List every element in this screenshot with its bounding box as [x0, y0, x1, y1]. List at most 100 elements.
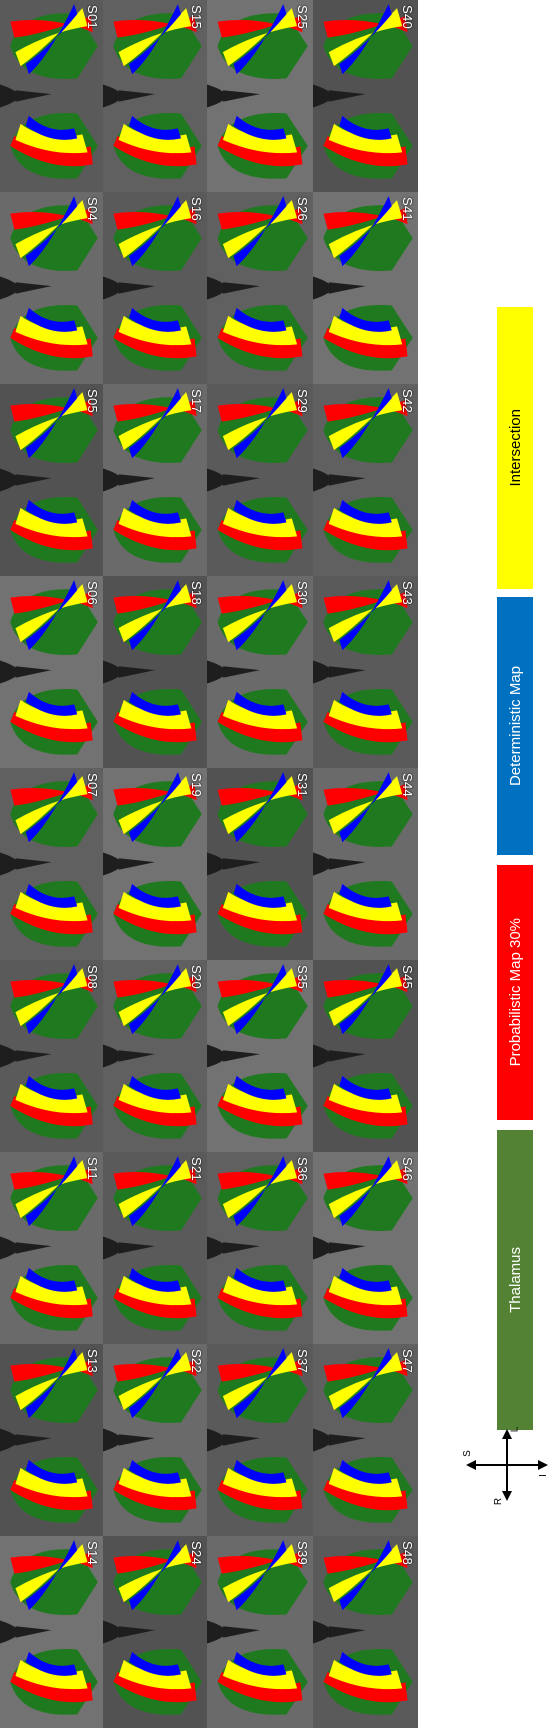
subject-label: S17: [189, 389, 204, 414]
deterministic-region: [25, 1651, 78, 1676]
thalamus-segmentation-image: [207, 964, 308, 1139]
legend-item-deterministic: Deterministic Map: [497, 597, 533, 855]
subject-label: S45: [400, 965, 415, 990]
legend-label-probabilistic: Probabilistic Map 30%: [506, 918, 524, 1067]
deterministic-region: [25, 1267, 78, 1292]
deterministic-region: [129, 691, 181, 716]
ventricle-region: [0, 276, 52, 300]
probabilistic-region: [217, 976, 303, 998]
mri-tile: S05: [0, 384, 103, 576]
thalamus-lobe: [10, 4, 98, 79]
deterministic-region: [339, 4, 392, 75]
probabilistic-region: [217, 16, 303, 38]
subject-label: S35: [295, 965, 310, 990]
thalamus-lobe: [323, 881, 413, 947]
mri-tile: S39: [207, 1536, 313, 1728]
deterministic-region: [339, 388, 392, 459]
intersection-region: [328, 1275, 403, 1306]
thalamus-segmentation-image: [103, 772, 202, 947]
ventricle-region: [0, 1428, 52, 1452]
orientation-arrows-icon: [466, 1429, 548, 1501]
orientation-l: L: [509, 1426, 521, 1433]
thalamus-segmentation-image: [313, 772, 413, 947]
thalamus-lobe: [10, 1540, 98, 1615]
mri-tile: S01: [0, 0, 103, 192]
subject-label: S18: [189, 581, 204, 606]
thalamus-lobe: [113, 964, 202, 1039]
deterministic-region: [233, 196, 287, 267]
orientation-s: S: [461, 1450, 473, 1457]
subject-label: S25: [295, 5, 310, 30]
deterministic-region: [339, 1651, 392, 1676]
thalamus-lobe: [217, 196, 308, 271]
thalamus-lobe: [10, 1649, 98, 1715]
thalamus-lobe: [217, 881, 308, 947]
probabilistic-region: [113, 1360, 197, 1382]
deterministic-region: [25, 1459, 78, 1484]
deterministic-region: [233, 580, 287, 651]
mri-tile: S15: [103, 0, 207, 192]
deterministic-region: [233, 1459, 287, 1484]
intersection-region: [328, 315, 403, 346]
probabilistic-region: [217, 1168, 303, 1190]
intersection-region: [15, 123, 88, 154]
thalamus-lobe: [323, 772, 413, 847]
thalamus-lobe: [323, 1156, 413, 1231]
thalamus-lobe: [10, 305, 98, 371]
legend-label-intersection: Intersection: [506, 409, 524, 487]
subject-label: S24: [189, 1541, 204, 1566]
legend-item-intersection: Intersection: [497, 307, 533, 589]
subject-label: S22: [189, 1349, 204, 1374]
subject-label: S37: [295, 1349, 310, 1374]
thalamus-segmentation-image: [207, 1156, 308, 1331]
ventricle-region: [0, 84, 52, 108]
deterministic-region: [129, 772, 181, 843]
thalamus-segmentation-image: [207, 4, 308, 179]
thalamus-lobe: [113, 305, 202, 371]
mri-tile: S21: [103, 1152, 207, 1344]
deterministic-region: [25, 388, 78, 459]
ventricle-region: [207, 1428, 260, 1452]
subject-label: S39: [295, 1541, 310, 1566]
thalamus-segmentation-image: [103, 388, 202, 563]
mri-tile: S19: [103, 768, 207, 960]
thalamus-lobe: [10, 388, 98, 463]
thalamus-lobe: [113, 1540, 202, 1615]
ventricle-region: [207, 468, 260, 492]
thalamus-lobe: [217, 1649, 308, 1715]
ventricle-region: [0, 660, 52, 684]
deterministic-region: [25, 115, 78, 140]
deterministic-region: [129, 388, 181, 459]
probabilistic-region: [323, 208, 408, 230]
deterministic-region: [233, 1156, 287, 1227]
subject-label: S30: [295, 581, 310, 606]
intersection-region: [222, 1659, 298, 1690]
thalamus-lobe: [113, 1156, 202, 1231]
deterministic-region: [339, 1267, 392, 1292]
thalamus-lobe: [113, 1073, 202, 1139]
thalamus-lobe: [217, 964, 308, 1039]
mri-tile: S44: [313, 768, 418, 960]
mri-tile: S14: [0, 1536, 103, 1728]
mri-tile: S35: [207, 960, 313, 1152]
intersection-region: [222, 891, 298, 922]
deterministic-region: [25, 4, 78, 75]
orientation-r: R: [493, 1497, 505, 1506]
ventricle-region: [207, 1044, 260, 1068]
probabilistic-region: [217, 400, 303, 422]
ventricle-region: [207, 276, 260, 300]
deterministic-region: [233, 1651, 287, 1676]
deterministic-region: [233, 4, 287, 75]
thalamus-lobe: [113, 689, 202, 755]
thalamus-lobe: [323, 497, 413, 563]
deterministic-region: [233, 772, 287, 843]
subject-label: S42: [400, 389, 415, 414]
ventricle-region: [103, 468, 155, 492]
thalamus-segmentation-image: [0, 196, 98, 371]
thalamus-lobe: [217, 1457, 308, 1523]
ventricle-region: [313, 1428, 366, 1452]
subject-label: S16: [189, 197, 204, 222]
thalamus-lobe: [10, 1457, 98, 1523]
probabilistic-region: [10, 16, 93, 38]
